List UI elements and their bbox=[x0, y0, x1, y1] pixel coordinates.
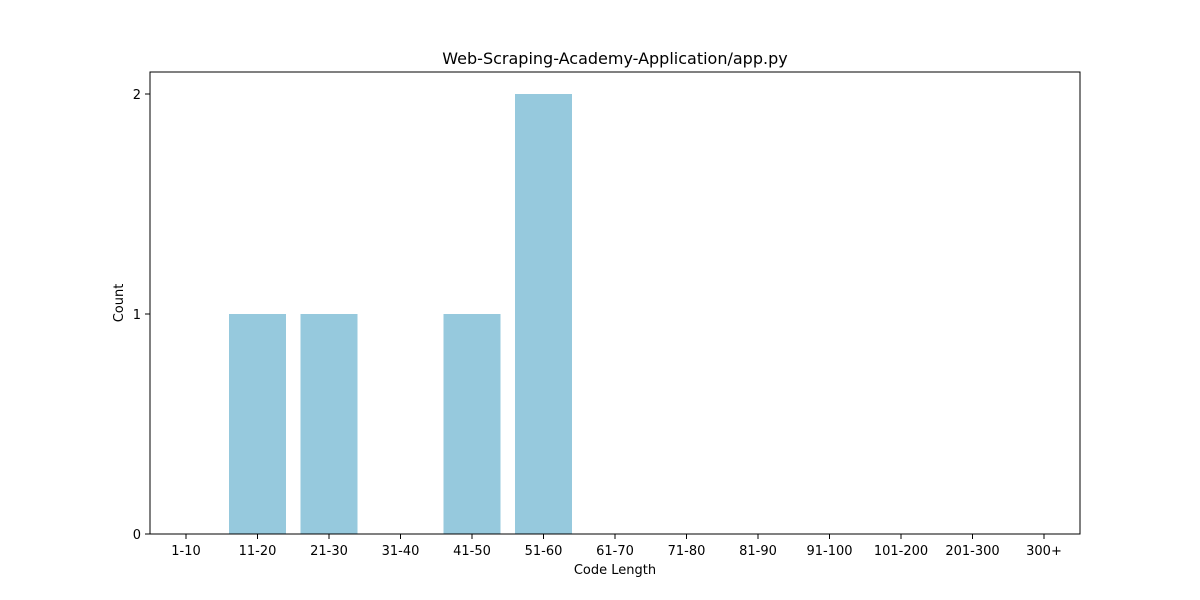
chart-title: Web-Scraping-Academy-Application/app.py bbox=[442, 49, 787, 68]
bar-51-60 bbox=[515, 94, 572, 534]
bars-group bbox=[229, 94, 572, 534]
x-tick-label: 61-70 bbox=[596, 544, 634, 559]
y-tick-label: 0 bbox=[133, 528, 141, 543]
plot-frame bbox=[149, 71, 1081, 535]
x-tick-label: 91-100 bbox=[806, 544, 852, 559]
y-tick-label: 2 bbox=[133, 88, 141, 103]
x-axis: 1-10 11-20 21-30 31-40 41-50 51-60 61-70 71-80 8… bbox=[171, 534, 1062, 559]
x-tick-label: 1-10 bbox=[171, 544, 201, 559]
y-axis: 0 1 2 bbox=[133, 88, 150, 543]
x-tick-label: 21-30 bbox=[310, 544, 348, 559]
x-axis-label: Code Length bbox=[574, 563, 656, 578]
x-tick-label: 41-50 bbox=[453, 544, 491, 559]
x-tick-label: 11-20 bbox=[239, 544, 277, 559]
bar-21-30 bbox=[300, 314, 358, 534]
y-tick-label: 1 bbox=[133, 308, 141, 323]
x-tick-label: 31-40 bbox=[382, 544, 420, 559]
x-tick-label: 81-90 bbox=[739, 544, 777, 559]
x-tick-label: 101-200 bbox=[874, 544, 928, 559]
x-tick-label: 300+ bbox=[1026, 544, 1062, 559]
y-axis-label: Count bbox=[112, 284, 127, 323]
bar-41-50 bbox=[443, 314, 501, 534]
x-tick-label: 201-300 bbox=[945, 544, 999, 559]
x-tick-label: 51-60 bbox=[525, 544, 563, 559]
bar-11-20 bbox=[229, 314, 286, 534]
x-tick-label: 71-80 bbox=[668, 544, 706, 559]
